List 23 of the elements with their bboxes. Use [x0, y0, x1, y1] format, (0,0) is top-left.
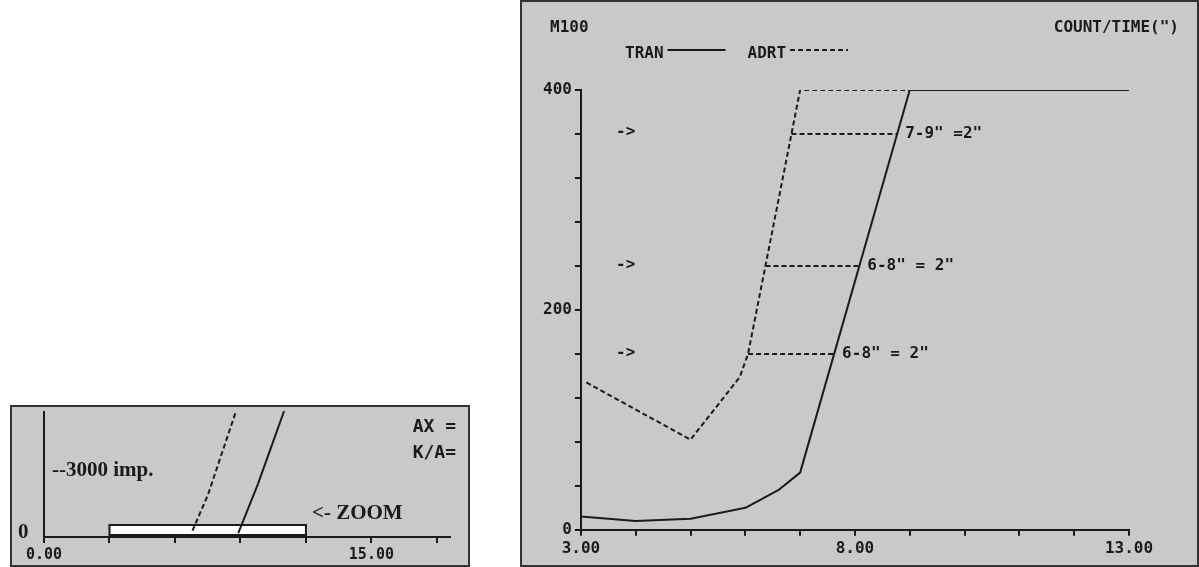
annotation: AX =: [412, 414, 457, 436]
text: 0: [18, 519, 29, 544]
annotation: 6-8" = 2": [842, 343, 929, 363]
annotation: ->: [616, 254, 636, 274]
legend-label: ADRT: [747, 43, 787, 63]
x-tick-label: 0.00: [25, 544, 63, 563]
annotation: 6-8" = 2": [867, 255, 955, 275]
y-axis-title: M100: [550, 17, 589, 37]
y-tick-label: 0: [562, 518, 572, 538]
band-label: <- ZOOM: [311, 500, 403, 524]
annotation: 7-9" =2": [905, 123, 983, 143]
y-tick-label: 200: [542, 299, 572, 319]
chart-title: COUNT/TIME("): [1053, 17, 1179, 37]
annotation: ->: [616, 121, 636, 141]
x-tick-label: 13.00: [1104, 537, 1154, 557]
x-tick-label: 8.00: [835, 537, 875, 557]
x-tick-label: 15.00: [348, 544, 394, 563]
annotation: K/A=: [412, 440, 457, 462]
annotation: --3000 imp.: [52, 457, 154, 482]
annotation: ->: [616, 342, 636, 362]
legend-label: TRAN: [625, 43, 664, 63]
x-tick-label: 3.00: [561, 537, 601, 557]
y-tick-label: 400: [542, 79, 572, 99]
